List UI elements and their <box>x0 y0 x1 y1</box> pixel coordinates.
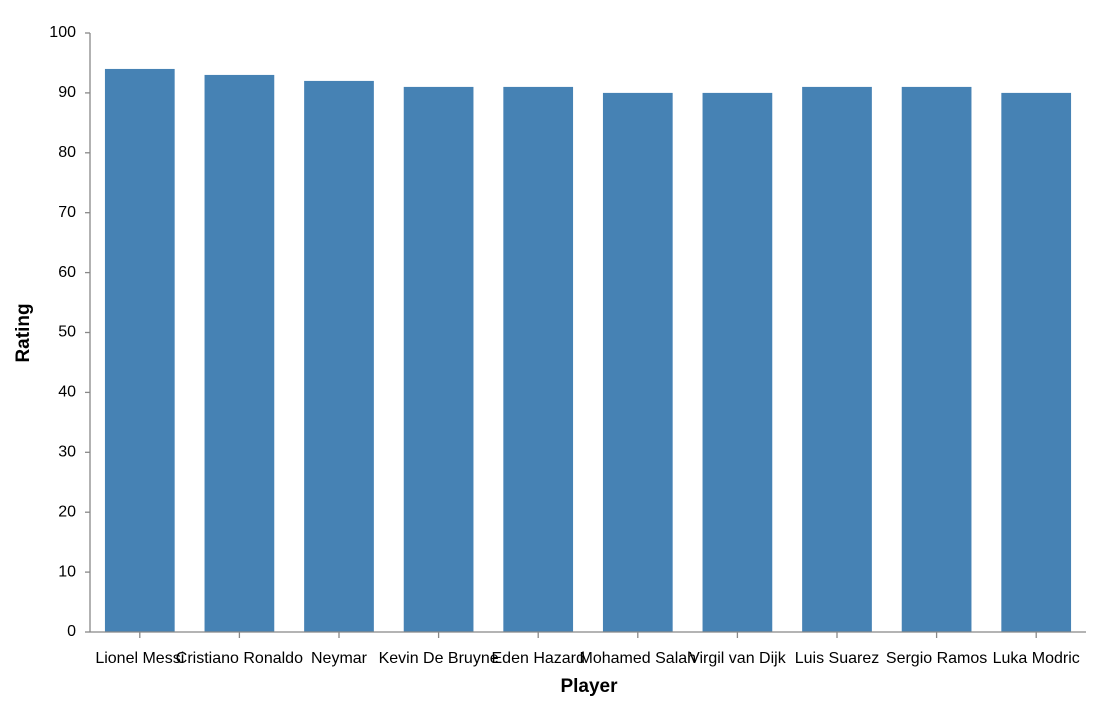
y-tick-label: 70 <box>58 204 76 221</box>
bar-9 <box>1001 92 1072 632</box>
y-tick-label: 90 <box>58 84 76 101</box>
x-tick-label: Neymar <box>311 650 368 667</box>
bar-6 <box>702 92 773 632</box>
y-axis: 0 10 20 30 40 50 60 70 80 90 100 <box>49 24 91 640</box>
y-tick-label: 80 <box>58 144 76 161</box>
y-tick-label: 10 <box>58 563 76 580</box>
x-tick-label: Luis Suarez <box>795 650 880 667</box>
y-tick-label: 40 <box>58 384 76 401</box>
bars-group <box>104 68 1072 633</box>
x-tick-label: Lionel Messi <box>95 650 184 667</box>
bar-8 <box>901 86 972 632</box>
x-tick-label: Virgil van Dijk <box>689 650 787 667</box>
x-tick-label: Kevin De Bruyne <box>379 650 499 667</box>
x-axis-title: Player <box>560 676 618 697</box>
y-tick-label: 20 <box>58 503 76 520</box>
bar-5 <box>602 92 673 632</box>
y-tick-label: 0 <box>67 623 76 640</box>
y-tick-label: 60 <box>58 264 76 281</box>
x-tick-label: Mohamed Salah <box>580 650 697 667</box>
y-axis-title: Rating <box>13 303 34 362</box>
bar-2 <box>304 80 374 633</box>
y-tick-label: 50 <box>58 324 76 341</box>
bar-7 <box>802 86 872 632</box>
bar-3 <box>403 86 474 632</box>
bar-1 <box>204 74 275 633</box>
bar-0 <box>104 68 175 632</box>
bar-4 <box>503 86 574 632</box>
x-tick-label: Sergio Ramos <box>886 650 987 667</box>
y-tick-label: 30 <box>58 444 76 461</box>
y-tick-label: 100 <box>49 24 76 41</box>
x-tick-label: Cristiano Ronaldo <box>176 650 303 667</box>
x-tick-label: Eden Hazard <box>492 650 585 667</box>
x-tick-label: Luka Modric <box>993 650 1080 667</box>
